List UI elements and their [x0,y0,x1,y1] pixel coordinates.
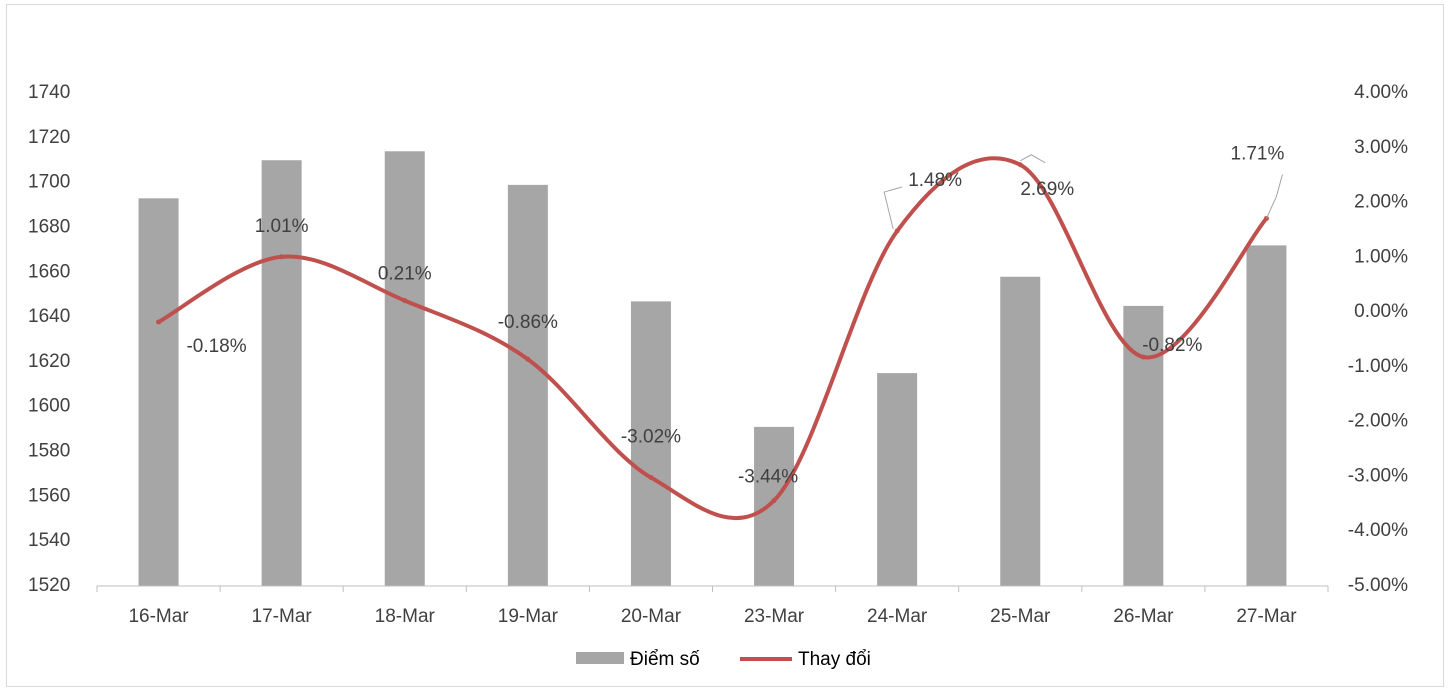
data-label-25-Mar: 2.69% [1020,179,1074,200]
leader-line-25-Mar [1020,154,1046,164]
bar-20-Mar [630,301,671,586]
bar-17-Mar [261,160,302,586]
x-axis-label-24-Mar: 24-Mar [867,606,928,627]
left-axis-tick: 1580 [28,441,70,462]
x-axis-label-19-Mar: 19-Mar [498,606,559,627]
left-axis-tick: 1680 [28,216,70,237]
right-axis-tick: -2.00% [1348,411,1408,432]
bar-27-Mar [1246,245,1287,586]
x-axis: 16-Mar 17-Mar 18-Mar 19-Mar 20-Mar 23-Mar 24-M… [96,585,1329,627]
bar-24-Mar [877,373,918,586]
left-axis-tick: 1740 [28,82,70,103]
legend-label-bar: Điểm số [630,649,700,670]
data-label-26-Mar: -0.82% [1142,335,1202,356]
x-axis-label-25-Mar: 25-Mar [990,606,1051,627]
bar-16-Mar [138,198,179,586]
left-axis-tick: 1560 [28,485,70,506]
change-line [156,156,1269,521]
right-axis-tick: 1.00% [1354,246,1408,267]
left-axis: 1520 1540 1560 1580 1600 1620 1640 1660 1680 1700… [28,82,70,596]
data-label-27-Mar: 1.71% [1231,143,1285,164]
bar-18-Mar [384,151,425,586]
data-label-18-Mar: 0.21% [378,264,432,285]
legend-label-line: Thay đổi [798,649,871,670]
bar-25-Mar [1000,276,1041,586]
right-axis-tick: -3.00% [1348,465,1408,486]
line-point-25-Mar [1017,162,1023,168]
line-point-24-Mar [894,228,900,234]
data-label-19-Mar: -0.86% [498,312,558,333]
x-axis-label-23-Mar: 23-Mar [744,606,805,627]
data-label-16-Mar: -0.18% [186,336,246,357]
x-axis-label-18-Mar: 18-Mar [375,606,436,627]
right-axis-tick: -5.00% [1348,575,1408,596]
chart-frame [6,4,1444,687]
leader-line-27-Mar [1265,174,1283,219]
line-series [156,156,1269,521]
line-point-17-Mar [279,254,285,260]
left-axis-tick: 1720 [28,127,70,148]
x-axis-label-16-Mar: 16-Mar [128,606,189,627]
line-point-20-Mar [648,475,654,481]
x-axis-label-20-Mar: 20-Mar [621,606,682,627]
right-axis-tick: -1.00% [1348,356,1408,377]
left-axis-tick: 1660 [28,261,70,282]
line-point-23-Mar [771,498,777,504]
right-axis-tick: 2.00% [1354,192,1408,213]
left-axis-tick: 1700 [28,172,70,193]
bar-series [138,151,1287,587]
data-label-23-Mar: -3.44% [738,467,798,488]
data-label-20-Mar: -3.02% [621,427,681,448]
x-axis-label-26-Mar: 26-Mar [1113,606,1174,627]
left-axis-tick: 1520 [28,575,70,596]
left-axis-tick: 1600 [28,396,70,417]
data-labels: -0.18% 1.01% 0.21% -0.86% -3.02% -3.44% 1.48% 2… [186,143,1284,487]
right-axis-tick: 0.00% [1354,301,1408,322]
left-axis-tick: 1640 [28,306,70,327]
line-point-18-Mar [402,298,408,304]
label-leaders [883,154,1283,230]
right-axis-tick: 3.00% [1354,137,1408,158]
line-point-16-Mar [156,319,162,325]
legend: Điểm số Thay đổi [576,649,871,670]
right-axis-tick: -4.00% [1348,520,1408,541]
left-axis-tick: 1540 [28,530,70,551]
data-label-24-Mar: 1.48% [908,170,962,191]
bar-23-Mar [754,426,795,586]
bar-19-Mar [507,184,548,587]
leader-line-24-Mar [883,186,903,230]
line-point-26-Mar [1140,354,1146,360]
left-axis-tick: 1620 [28,351,70,372]
right-axis-tick: 4.00% [1354,82,1408,103]
x-axis-label-27-Mar: 27-Mar [1236,606,1297,627]
x-axis-label-17-Mar: 17-Mar [252,606,313,627]
data-label-17-Mar: 1.01% [255,216,309,237]
legend-swatch-bar [576,652,624,664]
right-axis: -5.00% -4.00% -3.00% -2.00% -1.00% 0.00% 1.00%… [1348,82,1408,596]
line-point-19-Mar [525,356,531,362]
bar-26-Mar [1123,305,1164,586]
